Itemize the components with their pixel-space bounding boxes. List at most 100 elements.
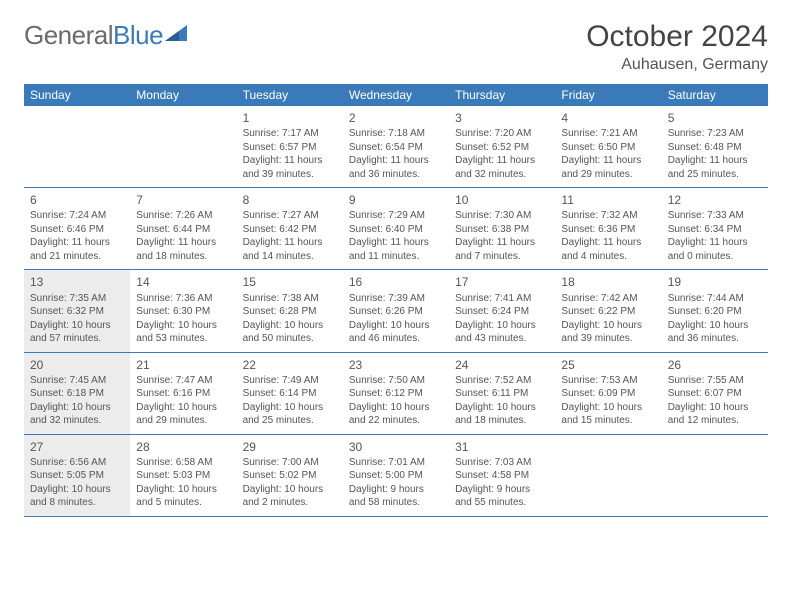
daylight-line: Daylight: 11 hours and 7 minutes. [455, 236, 549, 263]
daylight-line: Daylight: 10 hours and 25 minutes. [243, 401, 337, 428]
sunrise-line: Sunrise: 7:53 AM [561, 374, 655, 388]
day-number: 17 [455, 274, 549, 290]
brand-part2: Blue [113, 20, 163, 51]
empty-cell [662, 435, 768, 516]
day-cell: 15Sunrise: 7:38 AMSunset: 6:28 PMDayligh… [237, 270, 343, 351]
sunset-line: Sunset: 6:32 PM [30, 305, 124, 319]
sunset-line: Sunset: 6:38 PM [455, 223, 549, 237]
sunrise-line: Sunrise: 7:29 AM [349, 209, 443, 223]
daylight-line: Daylight: 10 hours and 8 minutes. [30, 483, 124, 510]
day-cell: 18Sunrise: 7:42 AMSunset: 6:22 PMDayligh… [555, 270, 661, 351]
sunset-line: Sunset: 6:40 PM [349, 223, 443, 237]
day-cell: 13Sunrise: 7:35 AMSunset: 6:32 PMDayligh… [24, 270, 130, 351]
day-number: 6 [30, 192, 124, 208]
day-cell: 17Sunrise: 7:41 AMSunset: 6:24 PMDayligh… [449, 270, 555, 351]
sunrise-line: Sunrise: 7:03 AM [455, 456, 549, 470]
sunset-line: Sunset: 6:16 PM [136, 387, 230, 401]
sunset-line: Sunset: 6:50 PM [561, 141, 655, 155]
empty-cell [24, 106, 130, 187]
calendar-grid: SundayMondayTuesdayWednesdayThursdayFrid… [24, 84, 768, 517]
day-number: 14 [136, 274, 230, 290]
week-row: 27Sunrise: 6:56 AMSunset: 5:05 PMDayligh… [24, 435, 768, 517]
day-cell: 2Sunrise: 7:18 AMSunset: 6:54 PMDaylight… [343, 106, 449, 187]
day-number: 23 [349, 357, 443, 373]
sunrise-line: Sunrise: 7:30 AM [455, 209, 549, 223]
sunrise-line: Sunrise: 7:27 AM [243, 209, 337, 223]
day-cell: 1Sunrise: 7:17 AMSunset: 6:57 PMDaylight… [237, 106, 343, 187]
sunrise-line: Sunrise: 7:42 AM [561, 292, 655, 306]
day-header: Tuesday [237, 84, 343, 106]
week-row: 1Sunrise: 7:17 AMSunset: 6:57 PMDaylight… [24, 106, 768, 188]
day-number: 9 [349, 192, 443, 208]
day-cell: 9Sunrise: 7:29 AMSunset: 6:40 PMDaylight… [343, 188, 449, 269]
day-cell: 3Sunrise: 7:20 AMSunset: 6:52 PMDaylight… [449, 106, 555, 187]
empty-cell [130, 106, 236, 187]
day-cell: 20Sunrise: 7:45 AMSunset: 6:18 PMDayligh… [24, 353, 130, 434]
page-title: October 2024 [586, 20, 768, 54]
sunset-line: Sunset: 6:30 PM [136, 305, 230, 319]
day-number: 7 [136, 192, 230, 208]
sunrise-line: Sunrise: 7:26 AM [136, 209, 230, 223]
sunrise-line: Sunrise: 7:36 AM [136, 292, 230, 306]
week-row: 13Sunrise: 7:35 AMSunset: 6:32 PMDayligh… [24, 270, 768, 352]
day-header: Monday [130, 84, 236, 106]
sunset-line: Sunset: 4:58 PM [455, 469, 549, 483]
day-cell: 12Sunrise: 7:33 AMSunset: 6:34 PMDayligh… [662, 188, 768, 269]
daylight-line: Daylight: 10 hours and 46 minutes. [349, 319, 443, 346]
daylight-line: Daylight: 11 hours and 14 minutes. [243, 236, 337, 263]
day-cell: 21Sunrise: 7:47 AMSunset: 6:16 PMDayligh… [130, 353, 236, 434]
daylight-line: Daylight: 10 hours and 29 minutes. [136, 401, 230, 428]
day-cell: 11Sunrise: 7:32 AMSunset: 6:36 PMDayligh… [555, 188, 661, 269]
day-number: 29 [243, 439, 337, 455]
calendar-page: GeneralBlue October 2024 Auhausen, Germa… [0, 0, 792, 537]
day-cell: 6Sunrise: 7:24 AMSunset: 6:46 PMDaylight… [24, 188, 130, 269]
day-header: Saturday [662, 84, 768, 106]
day-number: 28 [136, 439, 230, 455]
daylight-line: Daylight: 10 hours and 39 minutes. [561, 319, 655, 346]
day-number: 3 [455, 110, 549, 126]
daylight-line: Daylight: 10 hours and 50 minutes. [243, 319, 337, 346]
day-number: 4 [561, 110, 655, 126]
brand-part1: General [24, 20, 113, 51]
day-cell: 14Sunrise: 7:36 AMSunset: 6:30 PMDayligh… [130, 270, 236, 351]
day-cell: 19Sunrise: 7:44 AMSunset: 6:20 PMDayligh… [662, 270, 768, 351]
daylight-line: Daylight: 10 hours and 18 minutes. [455, 401, 549, 428]
sunset-line: Sunset: 6:28 PM [243, 305, 337, 319]
sunset-line: Sunset: 6:52 PM [455, 141, 549, 155]
sunset-line: Sunset: 5:00 PM [349, 469, 443, 483]
daylight-line: Daylight: 10 hours and 36 minutes. [668, 319, 762, 346]
sunrise-line: Sunrise: 7:41 AM [455, 292, 549, 306]
day-number: 31 [455, 439, 549, 455]
daylight-line: Daylight: 10 hours and 32 minutes. [30, 401, 124, 428]
day-header-row: SundayMondayTuesdayWednesdayThursdayFrid… [24, 84, 768, 106]
week-row: 20Sunrise: 7:45 AMSunset: 6:18 PMDayligh… [24, 353, 768, 435]
day-number: 15 [243, 274, 337, 290]
sunrise-line: Sunrise: 7:23 AM [668, 127, 762, 141]
sunrise-line: Sunrise: 7:45 AM [30, 374, 124, 388]
brand-logo: GeneralBlue [24, 20, 187, 51]
sunrise-line: Sunrise: 7:35 AM [30, 292, 124, 306]
day-cell: 7Sunrise: 7:26 AMSunset: 6:44 PMDaylight… [130, 188, 236, 269]
day-cell: 31Sunrise: 7:03 AMSunset: 4:58 PMDayligh… [449, 435, 555, 516]
sunrise-line: Sunrise: 6:56 AM [30, 456, 124, 470]
sunrise-line: Sunrise: 7:50 AM [349, 374, 443, 388]
day-cell: 10Sunrise: 7:30 AMSunset: 6:38 PMDayligh… [449, 188, 555, 269]
day-header: Wednesday [343, 84, 449, 106]
day-cell: 16Sunrise: 7:39 AMSunset: 6:26 PMDayligh… [343, 270, 449, 351]
day-number: 11 [561, 192, 655, 208]
day-number: 10 [455, 192, 549, 208]
sunset-line: Sunset: 6:09 PM [561, 387, 655, 401]
sunset-line: Sunset: 6:20 PM [668, 305, 762, 319]
sunset-line: Sunset: 6:36 PM [561, 223, 655, 237]
daylight-line: Daylight: 9 hours and 55 minutes. [455, 483, 549, 510]
daylight-line: Daylight: 10 hours and 12 minutes. [668, 401, 762, 428]
day-cell: 27Sunrise: 6:56 AMSunset: 5:05 PMDayligh… [24, 435, 130, 516]
sunset-line: Sunset: 6:18 PM [30, 387, 124, 401]
daylight-line: Daylight: 10 hours and 2 minutes. [243, 483, 337, 510]
sunset-line: Sunset: 5:02 PM [243, 469, 337, 483]
daylight-line: Daylight: 11 hours and 39 minutes. [243, 154, 337, 181]
sunrise-line: Sunrise: 7:00 AM [243, 456, 337, 470]
day-number: 5 [668, 110, 762, 126]
sunset-line: Sunset: 6:48 PM [668, 141, 762, 155]
daylight-line: Daylight: 11 hours and 25 minutes. [668, 154, 762, 181]
